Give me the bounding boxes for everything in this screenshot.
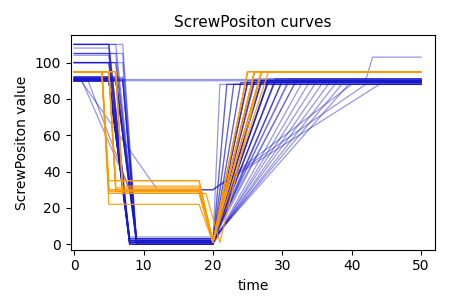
X-axis label: time: time bbox=[237, 279, 269, 293]
Title: ScrewPositon curves: ScrewPositon curves bbox=[174, 15, 332, 30]
Y-axis label: ScrewPositon value: ScrewPositon value bbox=[15, 75, 29, 210]
